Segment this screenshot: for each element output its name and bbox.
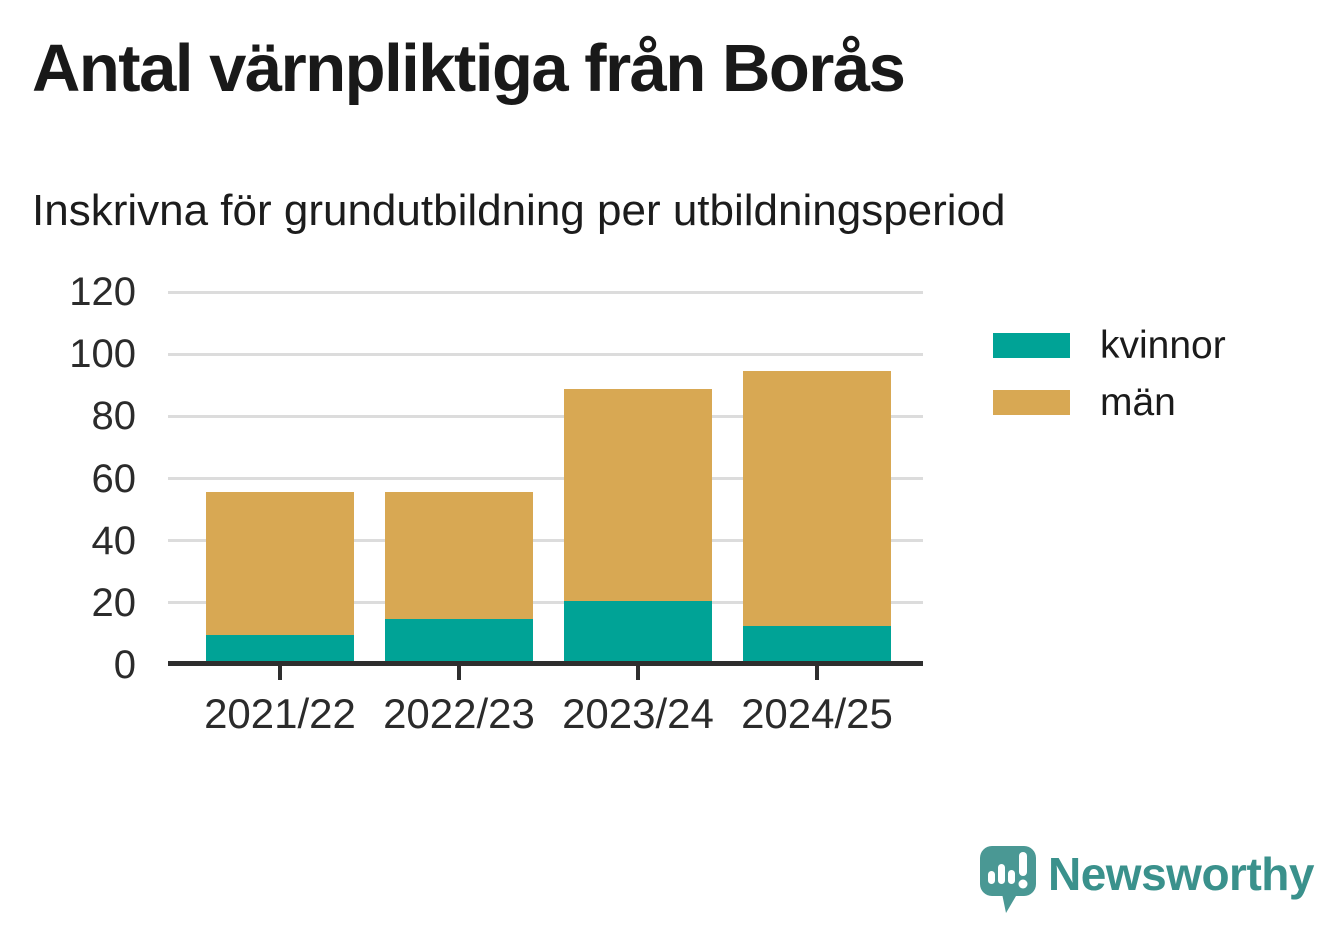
legend-swatch-kvinnor — [993, 333, 1070, 358]
legend-item-kvinnor: kvinnor — [993, 324, 1226, 367]
chart-title: Antal värnpliktiga från Borås — [32, 31, 906, 106]
x-axis-label: 2023/24 — [562, 690, 714, 737]
x-axis-tick — [278, 666, 282, 680]
x-axis-label: 2022/23 — [383, 690, 535, 737]
x-axis-line — [168, 661, 923, 666]
x-axis-label: 2021/22 — [204, 690, 356, 737]
bar-segment-kvinnor — [206, 635, 354, 663]
gridline — [168, 539, 923, 543]
chart-subtitle: Inskrivna för grundutbildning per utbild… — [32, 186, 1006, 235]
y-axis-label: 80 — [91, 394, 137, 439]
legend-swatch-män — [993, 390, 1070, 415]
bar-segment-män — [206, 492, 354, 635]
gridline — [168, 601, 923, 605]
legend-item-män: män — [993, 381, 1176, 424]
x-axis-tick — [457, 666, 461, 680]
x-axis-label: 2024/25 — [741, 690, 893, 737]
legend-label-kvinnor: kvinnor — [1100, 324, 1226, 367]
x-axis-tick — [815, 666, 819, 680]
bar-segment-kvinnor — [564, 600, 712, 663]
x-axis-tick — [636, 666, 640, 680]
y-axis-label: 120 — [69, 270, 136, 314]
y-axis-label: 20 — [91, 580, 137, 625]
plot-area: 0 20 40 60 80 100 120 2021/22 2022/23 2023/24 2024… — [69, 270, 923, 737]
legend-label-män: män — [1100, 381, 1176, 424]
gridline — [168, 414, 923, 418]
y-axis-label: 0 — [113, 643, 136, 687]
gridline — [168, 290, 923, 294]
y-axis-label: 100 — [69, 332, 136, 377]
gridline — [168, 352, 923, 356]
bar-segment-kvinnor — [743, 625, 891, 663]
bar-segment-män — [385, 492, 533, 620]
bar-segment-kvinnor — [385, 619, 533, 663]
newsworthy-logo-icon — [980, 846, 1036, 913]
newsworthy-logo-text: Newsworthy — [1048, 848, 1314, 900]
bar-segment-män — [564, 389, 712, 601]
bar-segment-män — [743, 370, 891, 626]
gridline — [168, 477, 923, 480]
y-axis-label: 60 — [91, 456, 137, 501]
newsworthy-logo: Newsworthy — [978, 843, 1314, 917]
y-axis-label: 40 — [91, 518, 137, 563]
